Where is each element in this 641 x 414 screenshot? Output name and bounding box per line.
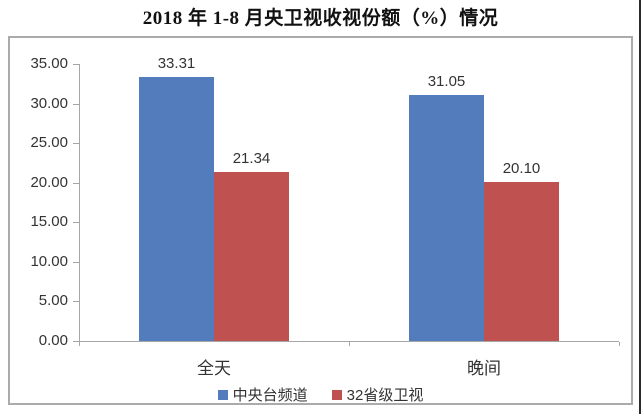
legend-swatch [331,389,342,400]
bar-value-label: 20.10 [502,159,541,177]
chart-title: 2018 年 1-8 月央卫视收视份额（%）情况 [142,8,499,29]
y-tick-label: 15.00 [30,213,68,231]
y-tick [73,261,79,263]
y-tick [73,64,79,65]
image-right-edge-line [639,0,641,414]
bar-中央台频道-晚间 [409,95,484,341]
category-tick [349,342,350,346]
legend-item-中央台频道: 中央台频道 [217,384,308,405]
y-tick [73,341,79,342]
category-tick [79,342,80,346]
bar-value-label: 21.34 [232,150,271,168]
category-tick [619,342,620,346]
bar-32省级卫视-全天 [214,172,289,341]
bar-32省级卫视-晚间 [484,181,559,341]
y-tick-label: 30.00 [30,94,68,112]
y-tick-label: 10.00 [30,252,68,270]
bar-value-label: 31.05 [427,73,466,91]
bar-中央台频道-全天 [139,77,214,341]
y-tick-label: 5.00 [38,292,68,310]
y-tick [73,301,79,303]
y-tick-label: 0.00 [38,332,68,349]
legend-swatch [217,389,228,400]
y-tick [73,103,79,105]
legend-item-32省级卫视: 32省级卫视 [331,384,424,405]
legend: 中央台频道 32省级卫视 [10,384,631,405]
category-label-晚间: 晚间 [467,359,501,378]
plot-frame: 0.00 5.00 10.00 15.00 20.00 25.00 30.00 35.00 33… [8,36,633,405]
category-label-全天: 全天 [197,359,231,378]
legend-label: 32省级卫视 [346,387,424,404]
y-axis-line [79,64,80,341]
y-tick [73,182,79,184]
y-tick [73,143,79,145]
y-tick-label: 20.00 [30,173,68,191]
y-tick-label: 35.00 [30,55,68,72]
bar-value-label: 33.31 [157,55,196,73]
y-tick-label: 25.00 [30,134,68,152]
legend-label: 中央台频道 [232,387,308,404]
x-axis-line [79,341,619,342]
y-tick [73,222,79,224]
